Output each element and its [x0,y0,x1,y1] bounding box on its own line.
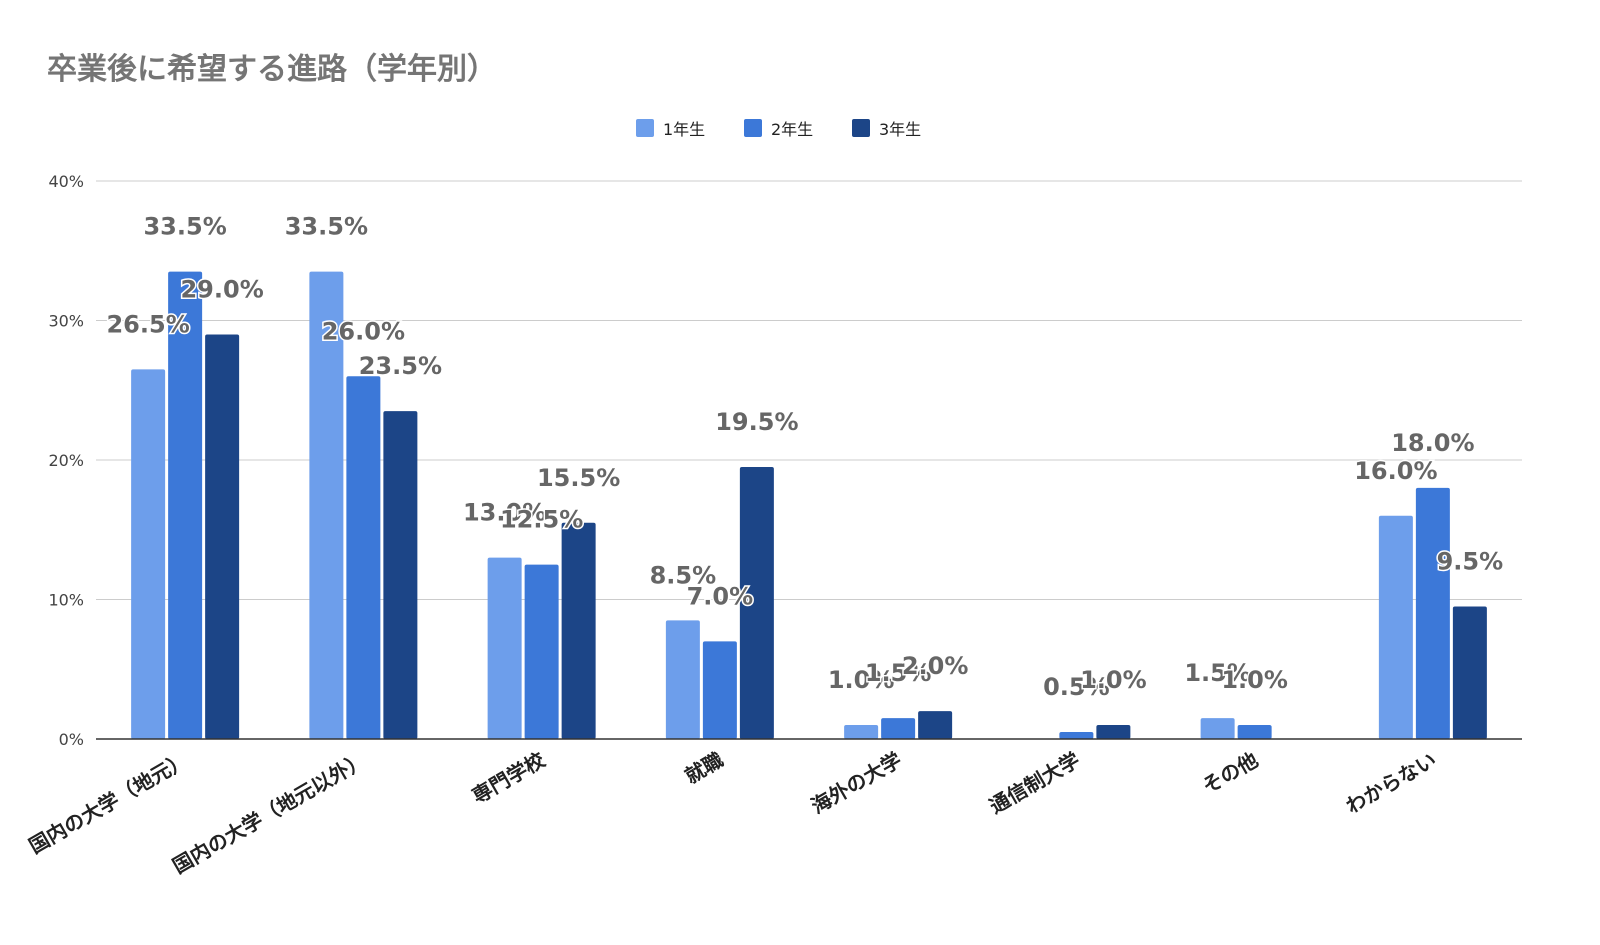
legend: 1年生 2年生 3年生 [0,116,1600,140]
data-label: 1.0% [1080,666,1147,694]
data-label: 19.5% [715,408,798,436]
bar [309,271,344,739]
data-label: 1.5% [865,659,932,687]
bar [702,641,737,739]
data-label: 1.5% [1184,659,1251,687]
data-label: 12.5% [500,506,583,534]
data-label: 2.0% [902,652,969,680]
data-label: 26.0% [322,317,405,345]
x-tick-label: 国内の大学（地元） [25,748,193,859]
bar [665,620,700,739]
legend-label-series-3: 3年生 [879,120,922,139]
bar [1452,606,1487,739]
legend-item-series-2: 2年生 [744,116,813,140]
x-tick-label: 専門学校 [468,747,550,808]
y-tick-label: 0% [59,730,84,749]
bar [739,466,774,739]
bar [1415,487,1450,739]
bar [561,522,596,739]
data-label: 1.0% [828,666,895,694]
bar [1200,718,1235,739]
bar [918,711,953,739]
data-label: 0.5% [1043,673,1110,701]
data-label: 29.0% [180,275,263,303]
data-label: 26.5% [106,310,189,338]
legend-label-series-1: 1年生 [663,120,706,139]
bar [1378,515,1413,739]
bar [131,369,166,739]
y-tick-label: 10% [48,591,84,610]
y-tick-label: 30% [48,312,84,331]
data-label: 16.0% [1354,457,1437,485]
x-tick-label: その他 [1198,748,1262,799]
data-label: 23.5% [359,352,442,380]
data-label: 33.5% [285,213,368,241]
bar [205,334,240,739]
legend-swatch-series-1 [636,119,654,137]
legend-swatch-series-3 [852,119,870,137]
bar [1237,725,1272,739]
data-label: 15.5% [537,464,620,492]
legend-item-series-1: 1年生 [636,116,705,140]
bar [844,725,879,739]
bar [383,411,418,739]
x-tick-label: 通信制大学 [985,748,1084,819]
data-label: 13.0% [463,499,546,527]
bar [487,557,522,739]
data-label: 7.0% [687,582,754,610]
chart-title: 卒業後に希望する進路（学年別） [47,52,497,87]
x-tick-label: 海外の大学 [807,748,906,819]
bar [1059,732,1094,739]
y-tick-label: 40% [48,172,84,191]
y-tick-label: 20% [48,451,84,470]
x-tick-label: わからない [1342,748,1441,819]
data-label: 33.5% [143,213,226,241]
bar [346,376,381,739]
bar [1096,725,1131,739]
data-label: 18.0% [1391,429,1474,457]
bar [524,564,559,739]
x-tick-label: 国内の大学（地元以外） [168,748,371,879]
legend-label-series-2: 2年生 [771,120,814,139]
legend-swatch-series-2 [744,119,762,137]
bar [881,718,916,739]
data-label: 1.0% [1221,666,1288,694]
x-tick-label: 就職 [681,748,728,789]
data-label: 9.5% [1437,547,1504,575]
legend-item-series-3: 3年生 [852,116,921,140]
data-label: 8.5% [650,561,717,589]
bar [168,271,203,739]
